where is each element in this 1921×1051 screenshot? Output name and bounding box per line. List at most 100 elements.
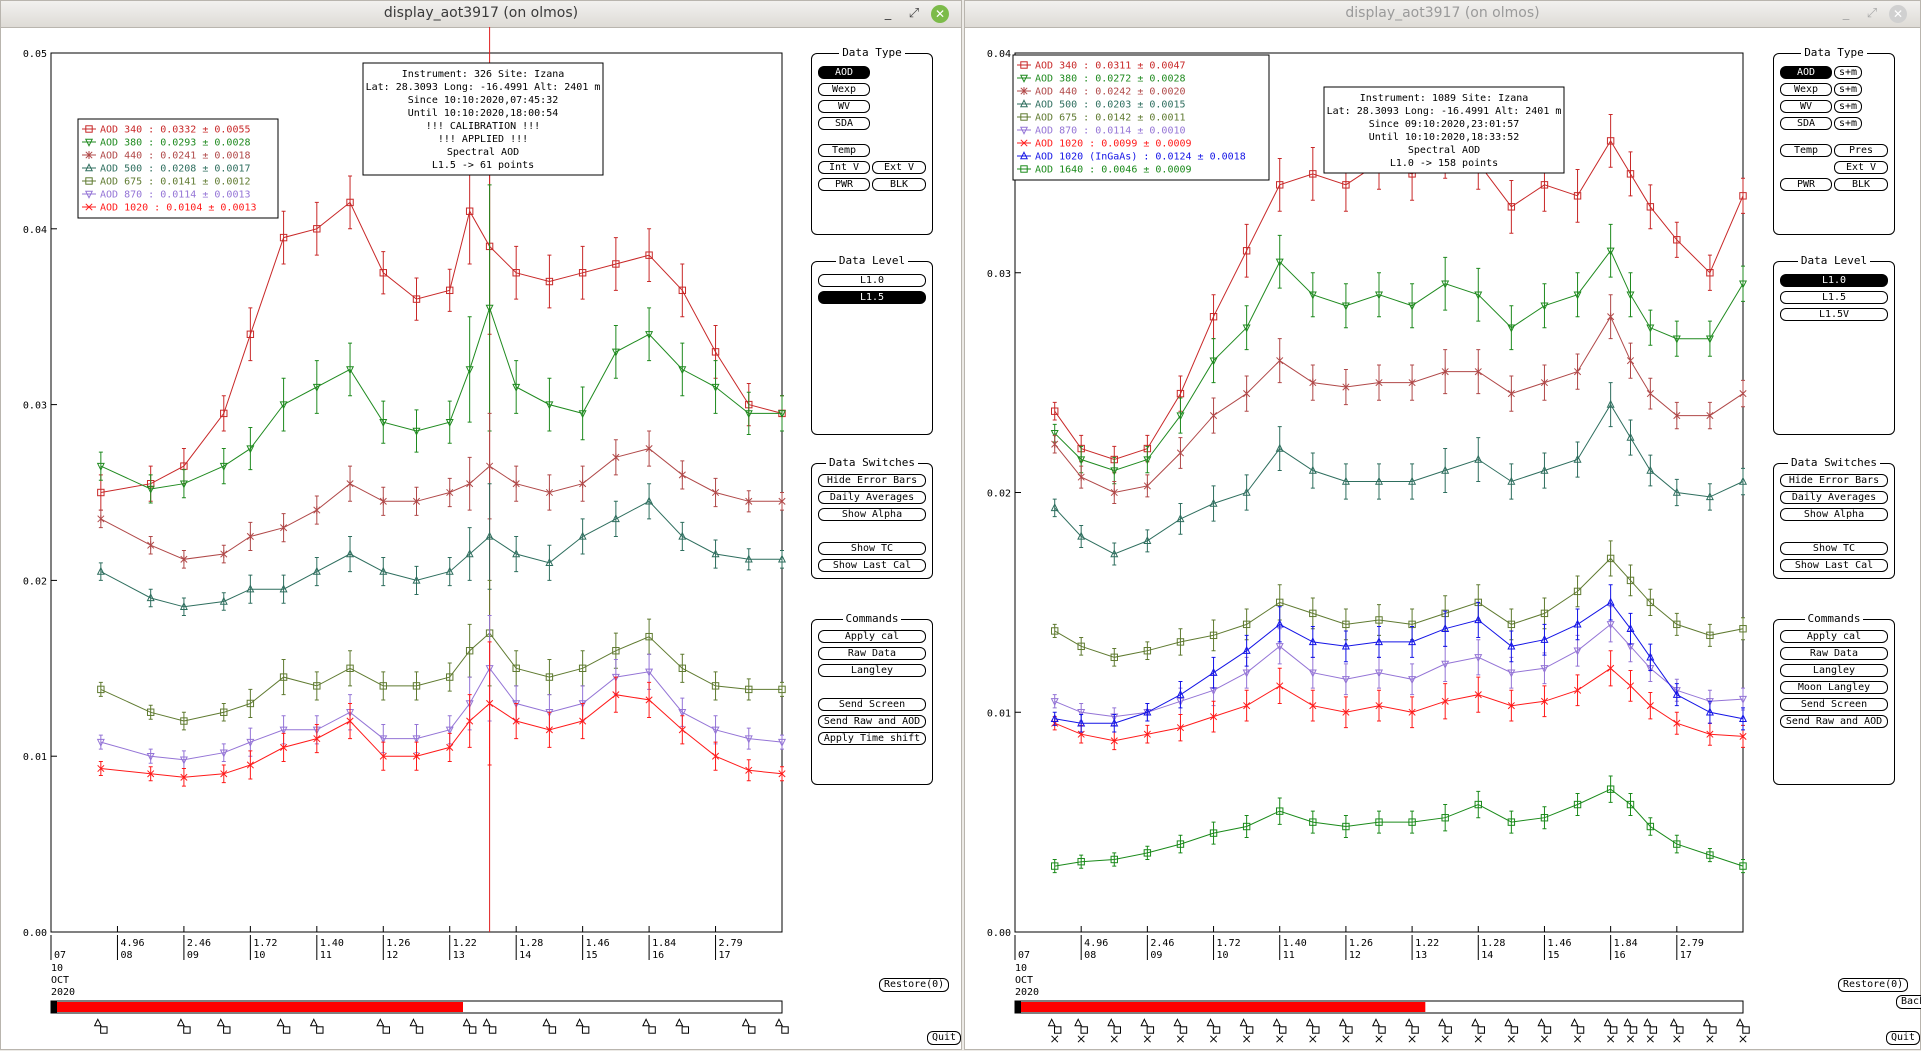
scan-square <box>1245 1026 1254 1034</box>
data-type-ext-v-button[interactable]: Ext V <box>1834 161 1888 174</box>
error-bar <box>1648 817 1653 836</box>
data-type-sda-button[interactable]: SDA <box>818 117 870 130</box>
apply-time-shift-button[interactable]: Apply Time shift <box>818 732 926 745</box>
error-bar <box>680 342 685 397</box>
langley-button[interactable]: Langley <box>818 664 926 677</box>
quit-button[interactable]: Quit <box>1886 1031 1921 1045</box>
error-bar <box>1509 630 1514 663</box>
data-type-wv-button[interactable]: WV <box>818 100 870 113</box>
data-type-aod-button[interactable]: AOD <box>1780 66 1832 79</box>
moon-langley-button[interactable]: Moon Langley <box>1780 681 1888 694</box>
data-point <box>1626 682 1635 690</box>
data-point <box>147 541 155 550</box>
hide-error-bars-button[interactable]: Hide Error Bars <box>1780 474 1888 487</box>
data-point <box>1143 536 1152 545</box>
maximize-icon[interactable]: ⤢ <box>1866 6 1878 21</box>
error-bar <box>1575 793 1580 817</box>
apply-cal-button[interactable]: Apply cal <box>818 630 926 643</box>
scan-tri <box>216 1018 225 1027</box>
send-raw-and-aod-button[interactable]: Send Raw and AOD <box>818 715 926 728</box>
data-type-pwr-button[interactable]: PWR <box>818 178 870 191</box>
restore-button[interactable]: Restore(0) <box>1838 978 1909 992</box>
data-point <box>1050 714 1059 723</box>
minimize-icon[interactable]: _ <box>884 6 892 21</box>
scan-square <box>415 1026 424 1034</box>
data-level-l1-0-button[interactable]: L1.0 <box>818 274 926 287</box>
show-tc-button[interactable]: Show TC <box>818 542 926 555</box>
send-screen-button[interactable]: Send Screen <box>818 698 926 711</box>
data-point <box>96 566 105 575</box>
scan-square <box>1080 1026 1088 1034</box>
langley-button[interactable]: Langley <box>1780 664 1888 677</box>
error-bar <box>1707 847 1712 863</box>
data-level-l1-5-button[interactable]: L1.5 <box>1780 291 1888 304</box>
hide-error-bars-button[interactable]: Hide Error Bars <box>818 474 926 487</box>
close-icon[interactable]: ✕ <box>931 5 949 23</box>
show-alpha-button[interactable]: Show Alpha <box>818 508 926 521</box>
error-bar <box>1674 478 1679 507</box>
data-level-l1-5-button[interactable]: L1.5 <box>818 291 926 304</box>
error-bar <box>1509 810 1514 834</box>
data-type-temp-button[interactable]: Temp <box>1780 144 1832 157</box>
legend-entry: AOD 500 : 0.0203 ± 0.0015 <box>1017 99 1186 111</box>
data-type-aod-button[interactable]: AOD <box>818 66 870 79</box>
data-level-l1-0-button[interactable]: L1.0 <box>1780 274 1888 287</box>
data-point <box>1077 730 1085 738</box>
info-line: L1.0 -> 158 points <box>1390 158 1498 169</box>
quit-button[interactable]: Quit <box>927 1031 962 1045</box>
data-type-pres-button[interactable]: Pres <box>1834 144 1888 157</box>
data-point <box>1540 465 1549 474</box>
data-type-wv-button[interactable]: WV <box>1780 100 1832 113</box>
data-type-wexp-button[interactable]: Wexp <box>1780 83 1832 96</box>
error-bar <box>1310 272 1315 318</box>
show-last-cal-button[interactable]: Show Last Cal <box>818 559 926 572</box>
data-point <box>445 566 454 575</box>
data-point <box>1408 378 1416 387</box>
apply-cal-button[interactable]: Apply cal <box>1780 630 1888 643</box>
data-type-temp-button[interactable]: Temp <box>818 144 870 157</box>
data-type-pwr-button[interactable]: PWR <box>1780 178 1832 191</box>
data-type-wexp-button[interactable]: Wexp <box>818 83 870 96</box>
data-point <box>1143 647 1152 655</box>
data-point <box>1209 498 1218 507</box>
data-type-blk-button[interactable]: BLK <box>872 178 926 191</box>
data-type-blk-button[interactable]: BLK <box>1834 178 1888 191</box>
send-screen-button[interactable]: Send Screen <box>1780 698 1888 711</box>
series-aod-1020-ingaas- <box>1050 584 1748 733</box>
restore-button[interactable]: Restore(0) <box>879 978 950 992</box>
raw-data-button[interactable]: Raw Data <box>818 647 926 660</box>
show-alpha-button[interactable]: Show Alpha <box>1780 508 1888 521</box>
maximize-icon[interactable]: ⤢ <box>908 6 920 21</box>
data-type-ext-v-button[interactable]: Ext V <box>872 161 926 174</box>
data-level-l1-5v-button[interactable]: L1.5V <box>1780 308 1888 321</box>
data-type-sda-button[interactable]: SDA <box>1780 117 1832 130</box>
error-bar <box>1410 810 1415 834</box>
raw-data-button[interactable]: Raw Data <box>1780 647 1888 660</box>
data-point <box>1143 849 1152 857</box>
timeline-handle[interactable] <box>51 1001 57 1013</box>
sm-button[interactable]: s+m <box>1834 66 1862 79</box>
scan-square <box>1609 1026 1618 1034</box>
data-point <box>1051 407 1059 415</box>
legend-label: AOD 440 : 0.0242 ± 0.0020 <box>1035 87 1186 98</box>
daily-averages-button[interactable]: Daily Averages <box>1780 491 1888 504</box>
titlebar[interactable]: display_aot3917 (on olmos) _ ⤢ ✕ <box>965 1 1920 28</box>
sm-button[interactable]: s+m <box>1834 83 1862 96</box>
sm-button[interactable]: s+m <box>1834 117 1862 130</box>
show-tc-button[interactable]: Show TC <box>1780 542 1888 555</box>
data-point <box>1341 302 1350 311</box>
close-icon[interactable]: ✕ <box>1889 5 1907 23</box>
data-type-int-v-button[interactable]: Int V <box>818 161 870 174</box>
timeline-handle[interactable] <box>1015 1001 1021 1013</box>
back-button[interactable]: Back <box>1896 995 1921 1009</box>
series-line <box>100 694 783 778</box>
daily-averages-button[interactable]: Daily Averages <box>818 491 926 504</box>
minimize-icon[interactable]: _ <box>1842 6 1850 21</box>
data-point <box>1408 676 1417 685</box>
scan-tri <box>1669 1018 1678 1027</box>
sm-button[interactable]: s+m <box>1834 100 1862 113</box>
scan-x <box>1626 1035 1635 1043</box>
show-last-cal-button[interactable]: Show Last Cal <box>1780 559 1888 572</box>
send-raw-and-aod-button[interactable]: Send Raw and AOD <box>1780 715 1888 728</box>
titlebar[interactable]: display_aot3917 (on olmos) _ ⤢ ✕ <box>1 1 961 28</box>
